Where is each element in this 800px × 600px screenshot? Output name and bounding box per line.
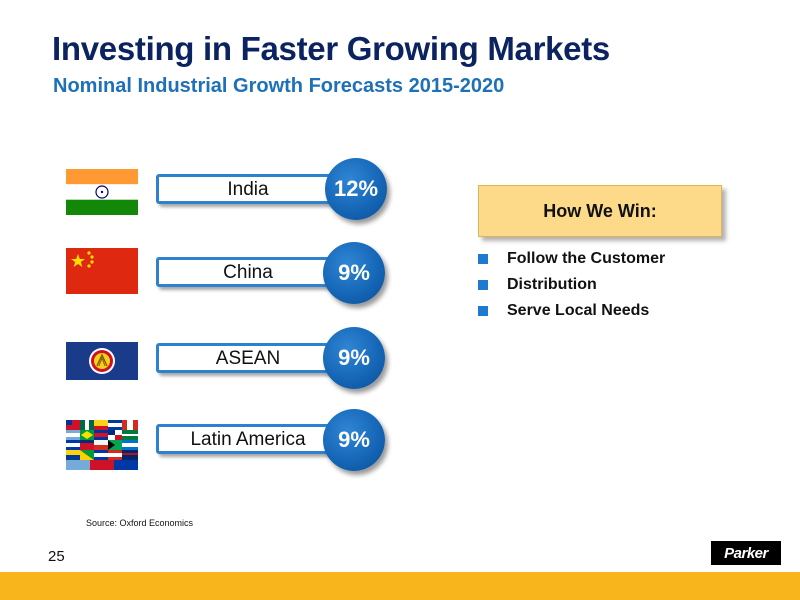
list-item: Serve Local Needs [478, 298, 665, 324]
square-bullet-icon [478, 306, 488, 316]
list-item-text: Distribution [507, 276, 597, 293]
growth-badge-india: 12% [325, 158, 387, 220]
region-label: Latin America [190, 429, 306, 450]
asean-flag-icon [66, 342, 138, 380]
india-flag-icon [66, 169, 138, 215]
slide-title: Investing in Faster Growing Markets [52, 30, 610, 67]
growth-badge-latin-america: 9% [323, 409, 385, 471]
region-label: China [223, 262, 273, 283]
growth-badge-china: 9% [323, 242, 385, 304]
source-note: Source: Oxford Economics [86, 518, 194, 528]
logo-text: Parker [724, 544, 768, 562]
growth-badge-asean: 9% [323, 327, 385, 389]
list-item: Distribution [478, 272, 665, 298]
how-we-win-list: Follow the Customer Distribution Serve L… [478, 246, 665, 324]
list-item-text: Follow the Customer [507, 250, 666, 267]
page-number: 25 [48, 548, 65, 565]
square-bullet-icon [478, 280, 488, 290]
square-bullet-icon [478, 254, 488, 264]
list-item-text: Serve Local Needs [507, 302, 650, 319]
parker-logo: Parker [711, 541, 781, 565]
footer-bar [0, 572, 800, 600]
slide-subtitle: Nominal Industrial Growth Forecasts 2015… [53, 75, 505, 97]
how-we-win-box: How We Win: [478, 185, 722, 237]
region-label: ASEAN [215, 348, 281, 369]
china-flag-icon [66, 248, 138, 294]
how-we-win-title: How We Win: [543, 200, 657, 221]
region-label: India [227, 179, 269, 200]
list-item: Follow the Customer [478, 246, 665, 272]
latin-america-flags-icon [66, 420, 138, 470]
